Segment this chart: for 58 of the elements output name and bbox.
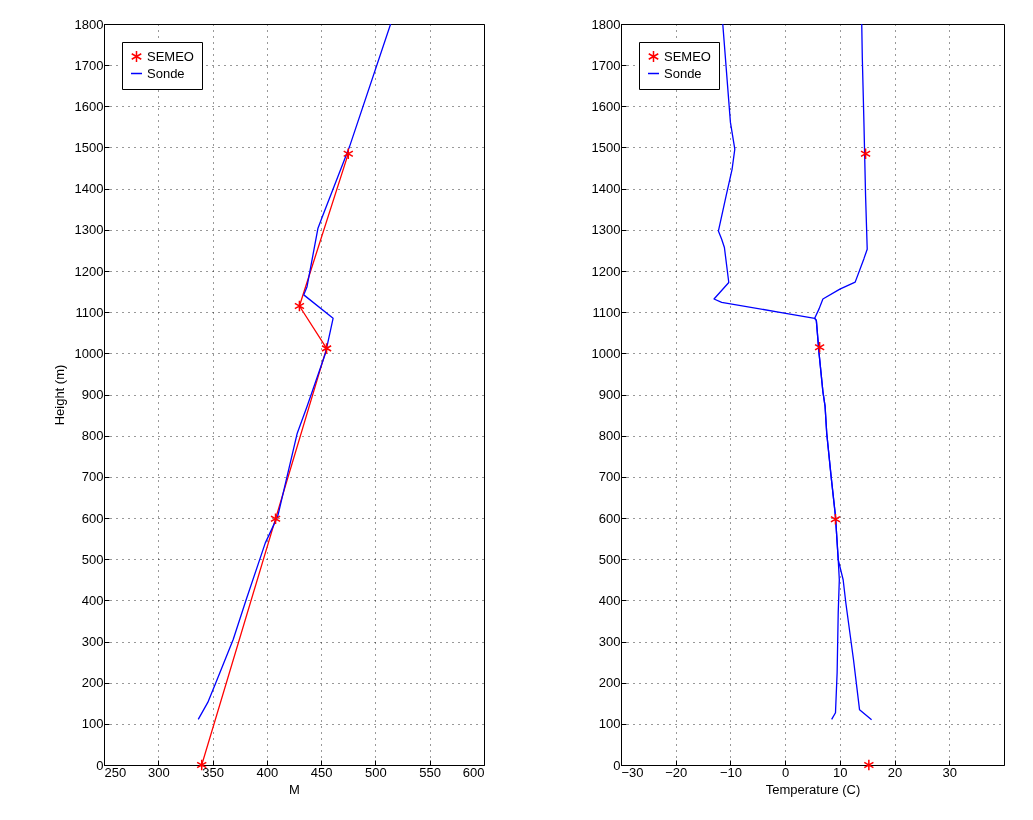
y-tick-label: 600: [81, 510, 104, 526]
y-tick-label: 400: [598, 592, 621, 608]
y-tick-label: 1700: [591, 57, 621, 73]
y-axis-title: Height (m): [51, 364, 67, 426]
x-axis-title: Temperature (C): [765, 781, 861, 797]
y-tick-label: 100: [598, 716, 621, 732]
y-tick-label: 700: [598, 469, 621, 485]
x-tick-label: 550: [419, 764, 442, 780]
legend-label: SEMEO: [664, 48, 711, 64]
y-tick-label: 100: [81, 716, 104, 732]
y-tick-label: 900: [598, 387, 621, 402]
x-tick-label: 20: [887, 764, 903, 780]
x-tick-label: −30: [621, 764, 644, 780]
legend-label: Sonde: [664, 65, 702, 81]
x-axis-title: M: [289, 781, 300, 797]
y-tick-label: 1500: [74, 140, 104, 155]
x-tick-label: 0: [782, 764, 790, 780]
y-tick-label: 1000: [591, 345, 621, 361]
y-tick-label: 1700: [74, 57, 104, 73]
y-tick-label: 1800: [74, 16, 104, 32]
y-tick-label: 600: [598, 510, 621, 526]
y-tick-label: 1000: [74, 345, 104, 361]
x-tick-label: −20: [665, 764, 688, 780]
legend-label: SEMEO: [147, 48, 194, 64]
y-tick-label: 500: [81, 551, 104, 567]
y-tick-label: 1300: [591, 222, 621, 238]
x-tick-label: 350: [202, 764, 224, 780]
x-tick-label: 10: [833, 764, 848, 780]
x-tick-label: 500: [365, 764, 387, 780]
y-tick-label: 400: [81, 592, 104, 608]
x-tick-label: 450: [310, 764, 333, 780]
y-tick-label: 1800: [591, 16, 621, 32]
y-tick-label: 300: [81, 634, 104, 649]
x-tick-label: 400: [256, 764, 279, 780]
y-tick-label: 1600: [74, 98, 104, 114]
y-tick-label: 1200: [591, 263, 621, 279]
x-tick-label: 250: [104, 764, 127, 780]
y-tick-label: 900: [81, 387, 104, 402]
x-tick-label: 600: [462, 764, 485, 780]
y-tick-label: 1400: [74, 181, 104, 197]
y-tick-label: 1600: [591, 98, 621, 114]
y-tick-label: 1100: [75, 304, 104, 320]
x-tick-label: 30: [942, 764, 958, 780]
y-tick-label: 1200: [74, 263, 104, 279]
y-tick-label: 800: [598, 428, 621, 444]
y-tick-label: 700: [81, 469, 104, 485]
y-tick-label: 1400: [591, 181, 621, 197]
x-tick-label: 300: [147, 764, 170, 780]
x-tick-label: −10: [719, 764, 742, 780]
y-tick-label: 1300: [74, 222, 104, 238]
y-tick-label: 200: [81, 675, 104, 691]
y-tick-label: 1500: [591, 140, 621, 155]
y-tick-label: 300: [598, 634, 621, 649]
y-tick-label: 200: [598, 675, 621, 691]
y-tick-label: 1100: [592, 304, 621, 320]
y-tick-label: 500: [598, 551, 621, 567]
y-tick-label: 800: [81, 428, 104, 444]
legend-label: Sonde: [147, 65, 185, 81]
